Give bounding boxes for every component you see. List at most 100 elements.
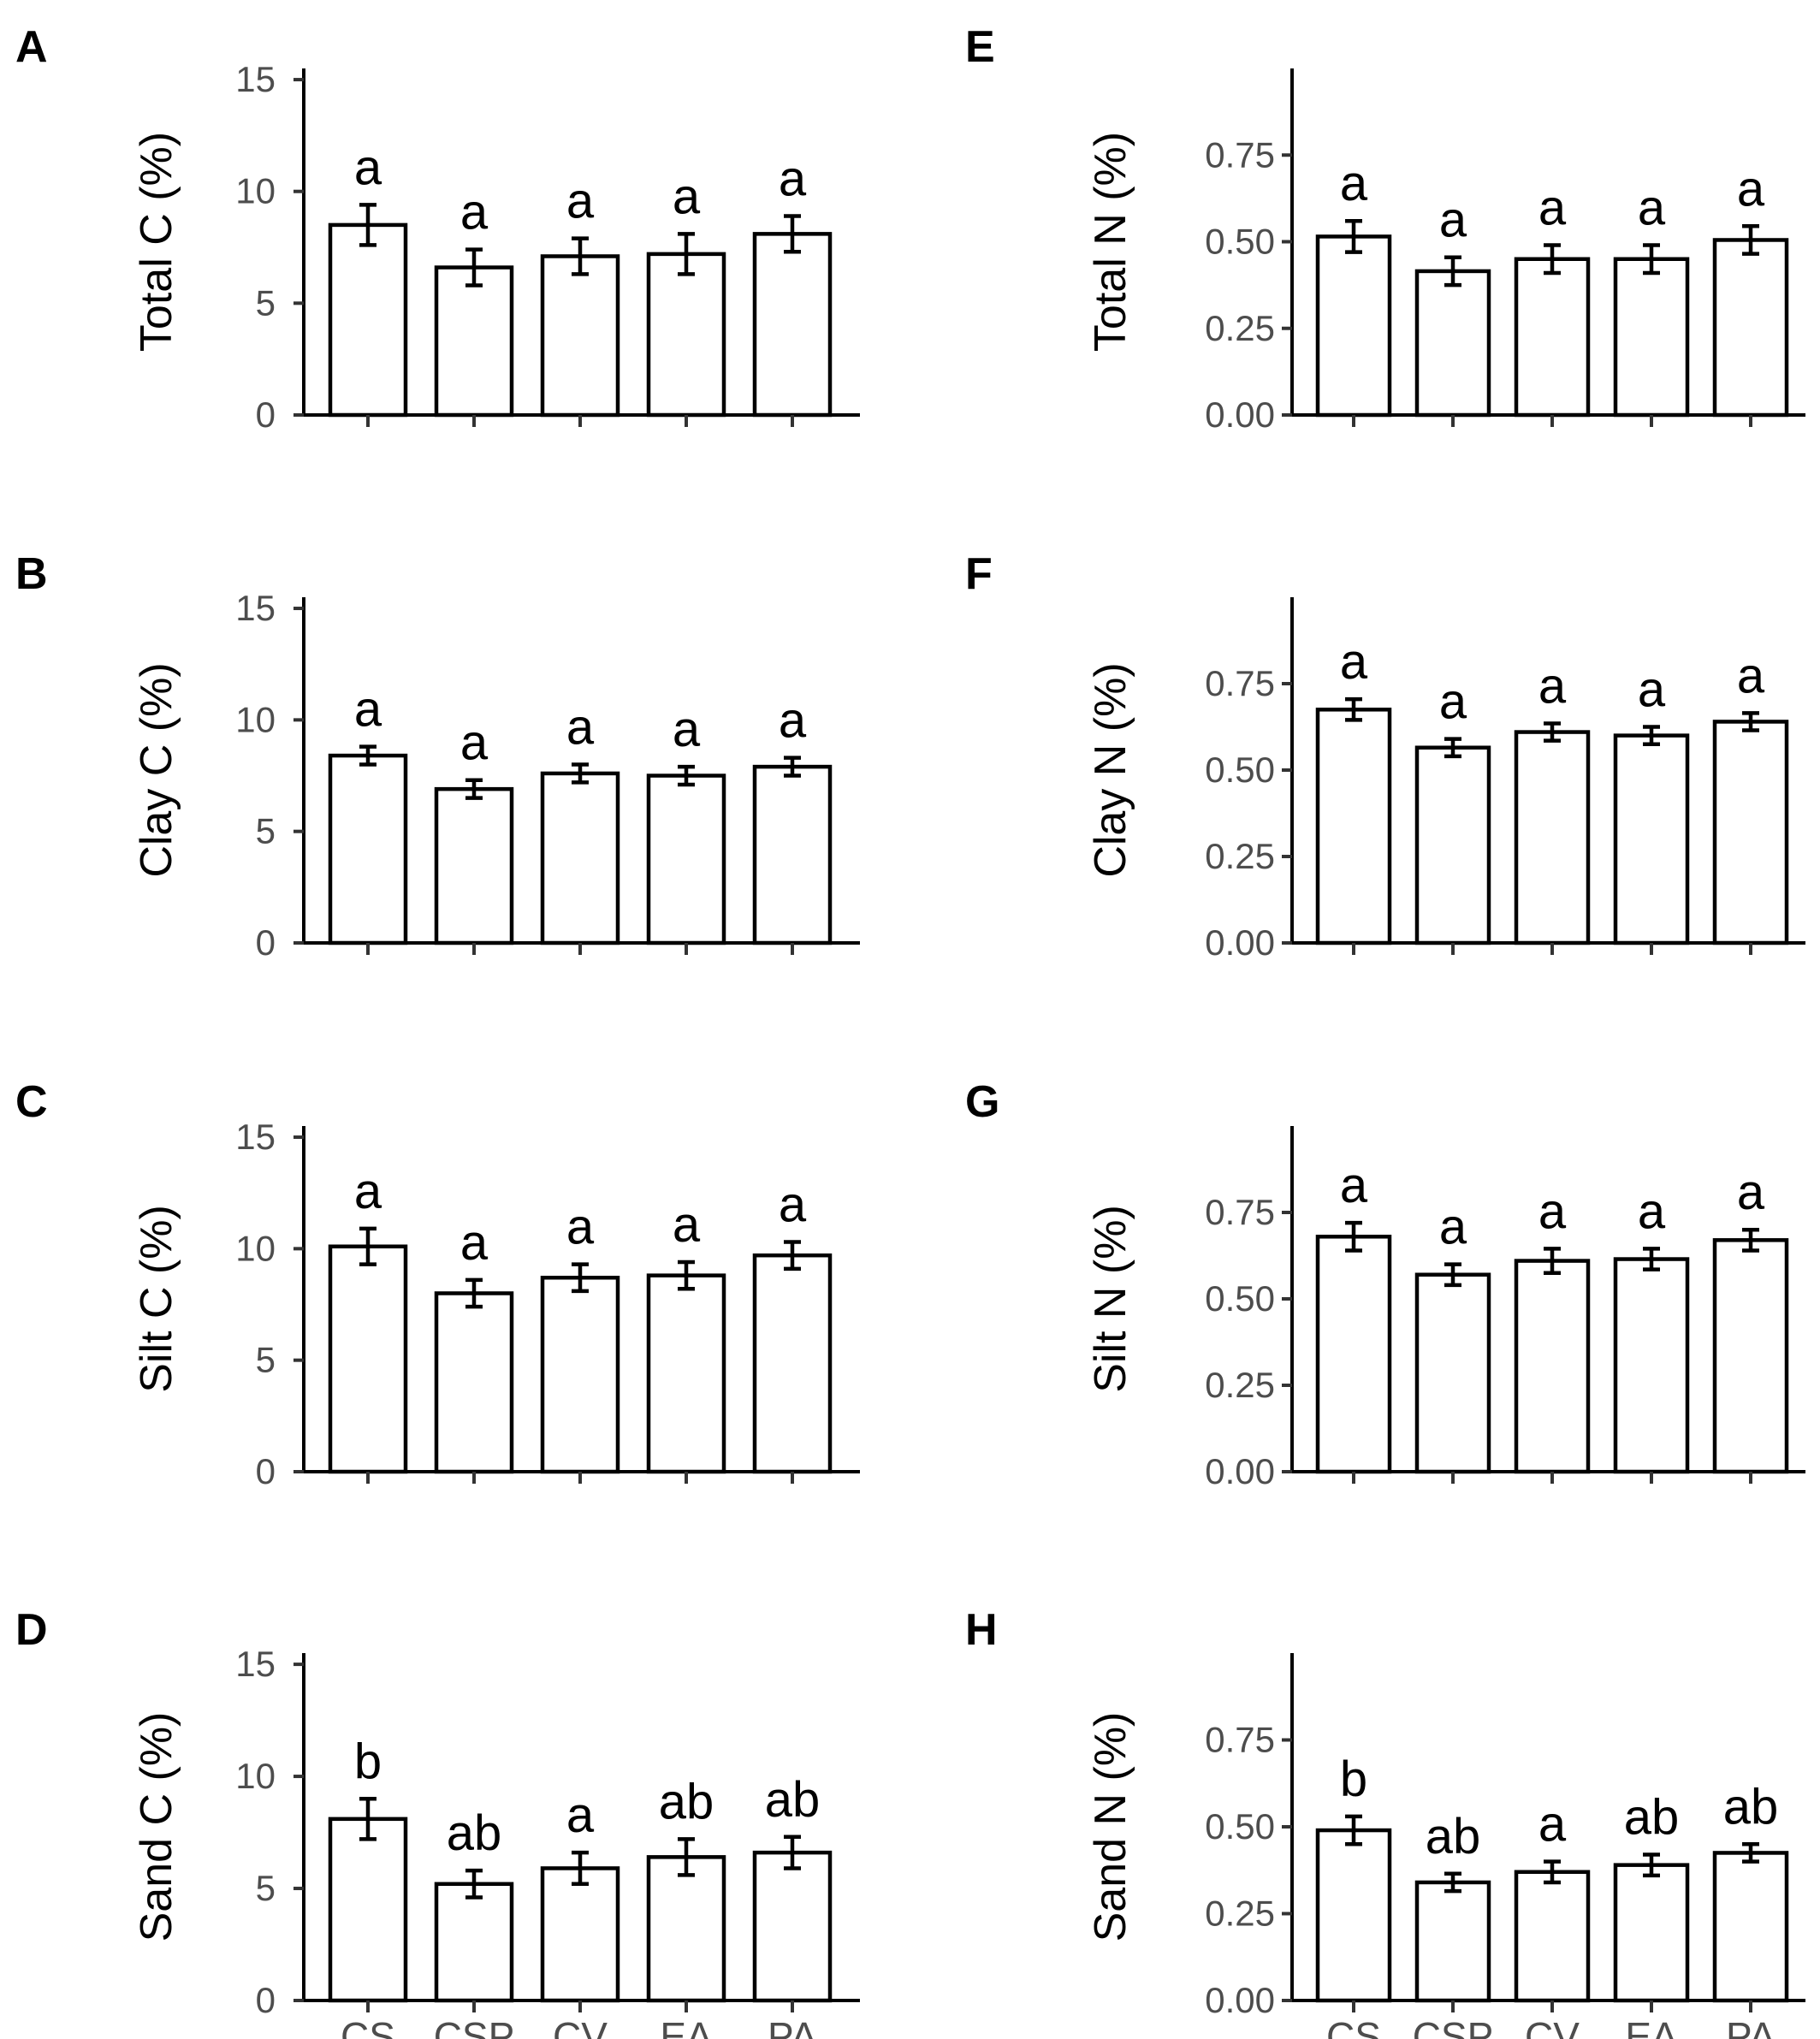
panel-f-y-axis-title: Clay N (%)	[1086, 662, 1135, 877]
panel-e-bar-pa	[1712, 238, 1789, 418]
panel-g-sig-label-pa: a	[1737, 1165, 1765, 1220]
panel-a-sig-label-ea: a	[673, 169, 701, 224]
panel-h-bar-ea	[1613, 1863, 1690, 2003]
panel-a-y-tick-label: 0	[256, 394, 276, 435]
panel-d-x-tick-label-cv: CV	[553, 2014, 608, 2039]
panel-g-bar-pa	[1712, 1238, 1789, 1474]
panel-d-y-axis-title: Sand C (%)	[132, 1712, 181, 1942]
panel-h-sig-label-cs: b	[1340, 1752, 1367, 1807]
panel-g-bar-cs	[1315, 1235, 1392, 1474]
panel-g-y-tick-label: 0.25	[1205, 1365, 1275, 1405]
panel-c-y-tick-label: 0	[256, 1451, 276, 1491]
panel-b-y-tick-label: 15	[235, 588, 276, 628]
panel-d-x-tick-label-csp: CSP	[434, 2014, 515, 2039]
panel-e-bar-csp	[1414, 269, 1491, 418]
panel-f-letter: F	[965, 549, 993, 599]
panel-a-y-axis-title: Total C (%)	[132, 132, 181, 352]
panel-g-sig-label-cs: a	[1340, 1158, 1368, 1213]
panel-b-y-tick-label: 0	[256, 922, 276, 963]
panel-c-bar-pa	[752, 1253, 833, 1474]
panel-g-sig-label-csp: a	[1439, 1200, 1467, 1255]
panel-e-sig-label-pa: a	[1737, 161, 1765, 216]
panel-h-bar-pa	[1712, 1851, 1789, 2003]
panel-h-sig-label-pa: ab	[1723, 1779, 1779, 1835]
panel-f-sig-label-ea: a	[1638, 662, 1666, 718]
panel-a-bar-csp	[434, 265, 514, 418]
panel-a-sig-label-cv: a	[566, 174, 595, 229]
panel-d-y-tick-label: 15	[235, 1644, 276, 1684]
panel-a-bar-cs	[328, 222, 408, 418]
panel-f-bar-pa	[1712, 720, 1789, 945]
panel-d-y-tick-label: 0	[256, 1980, 276, 2020]
panel-d-sig-label-pa: ab	[765, 1772, 821, 1828]
panel-d-y-tick-label: 10	[235, 1756, 276, 1796]
panel-e-y-tick-label: 0.25	[1205, 308, 1275, 348]
panel-d-bar-cv	[540, 1866, 620, 2003]
panel-g-bar-ea	[1613, 1257, 1690, 1474]
panel-g-y-tick-label: 0.00	[1205, 1451, 1275, 1491]
panel-d-sig-label-cv: a	[566, 1787, 595, 1843]
panel-d-y-tick-label: 5	[256, 1868, 276, 1908]
panel-a-letter: A	[15, 22, 48, 72]
panel-f-sig-label-cv: a	[1538, 658, 1567, 714]
panel-c-letter: C	[15, 1077, 48, 1127]
panel-a-bar-cv	[540, 254, 620, 418]
panel-d-x-tick-label-ea: EA	[660, 2014, 713, 2039]
panel-h-x-tick-label-cv: CV	[1525, 2014, 1580, 2039]
panel-h-x-tick-label-csp: CSP	[1413, 2014, 1494, 2039]
panel-e-sig-label-cv: a	[1538, 181, 1567, 236]
panel-e-y-tick-label: 0.50	[1205, 222, 1275, 262]
panel-e-letter: E	[965, 22, 995, 72]
panel-f-bar-ea	[1613, 733, 1690, 945]
panel-b-sig-label-pa: a	[779, 693, 807, 749]
panel-d-bar-ea	[646, 1855, 726, 2003]
panel-a-bar-pa	[752, 232, 833, 418]
panel-b-y-tick-label: 5	[256, 811, 276, 851]
panel-b-y-axis-title: Clay C (%)	[132, 662, 181, 877]
panel-c-sig-label-csp: a	[460, 1215, 489, 1271]
panel-h-y-axis-title: Sand N (%)	[1086, 1712, 1135, 1942]
panel-d-bar-cs	[328, 1817, 408, 2003]
panel-f-sig-label-csp: a	[1439, 674, 1467, 730]
panel-h-y-tick-label: 0.75	[1205, 1720, 1275, 1760]
panel-a-sig-label-csp: a	[460, 185, 489, 240]
panel-h-y-tick-label: 0.00	[1205, 1980, 1275, 2020]
panel-a-y-tick-label: 10	[235, 171, 276, 211]
panel-e-sig-label-csp: a	[1439, 193, 1467, 248]
panel-c-bar-cs	[328, 1244, 408, 1474]
panel-f-bar-cs	[1315, 708, 1392, 945]
panel-b-bar-ea	[646, 774, 726, 945]
panel-e-bar-ea	[1613, 257, 1690, 418]
panel-b-bar-cs	[328, 753, 408, 945]
panel-f-y-tick-label: 0.50	[1205, 750, 1275, 790]
panel-a-bar-ea	[646, 252, 726, 418]
panel-f-y-tick-label: 0.25	[1205, 836, 1275, 876]
panel-b-sig-label-csp: a	[460, 715, 489, 771]
panel-c-y-tick-label: 15	[235, 1117, 276, 1157]
panel-g-y-tick-label: 0.50	[1205, 1278, 1275, 1319]
panel-h-letter: H	[965, 1605, 998, 1655]
panel-e-sig-label-cs: a	[1340, 156, 1368, 211]
panel-d-sig-label-csp: ab	[447, 1805, 502, 1861]
panel-f-bar-csp	[1414, 745, 1491, 945]
panel-b-sig-label-cs: a	[354, 682, 382, 738]
panel-g-sig-label-cv: a	[1538, 1183, 1567, 1239]
panel-h-x-tick-label-ea: EA	[1625, 2014, 1678, 2039]
panel-h-bar-cv	[1514, 1870, 1591, 2003]
panel-b-bar-csp	[434, 786, 514, 945]
panel-f-bar-cv	[1514, 730, 1591, 945]
panel-b-y-tick-label: 10	[235, 699, 276, 739]
panel-g-sig-label-ea: a	[1638, 1183, 1666, 1239]
panel-f-y-tick-label: 0.00	[1205, 922, 1275, 963]
panel-h-bar-cs	[1315, 1828, 1392, 2003]
panel-e-sig-label-ea: a	[1638, 181, 1666, 236]
panel-g-bar-csp	[1414, 1272, 1491, 1474]
panel-g-letter: G	[965, 1077, 999, 1127]
panel-f-y-tick-label: 0.75	[1205, 663, 1275, 703]
panel-b-sig-label-ea: a	[673, 702, 701, 757]
panel-e-bar-cs	[1315, 234, 1392, 418]
panel-h-bar-csp	[1414, 1880, 1491, 2003]
panel-a-y-tick-label: 5	[256, 282, 276, 323]
panel-c-bar-cv	[540, 1275, 620, 1474]
